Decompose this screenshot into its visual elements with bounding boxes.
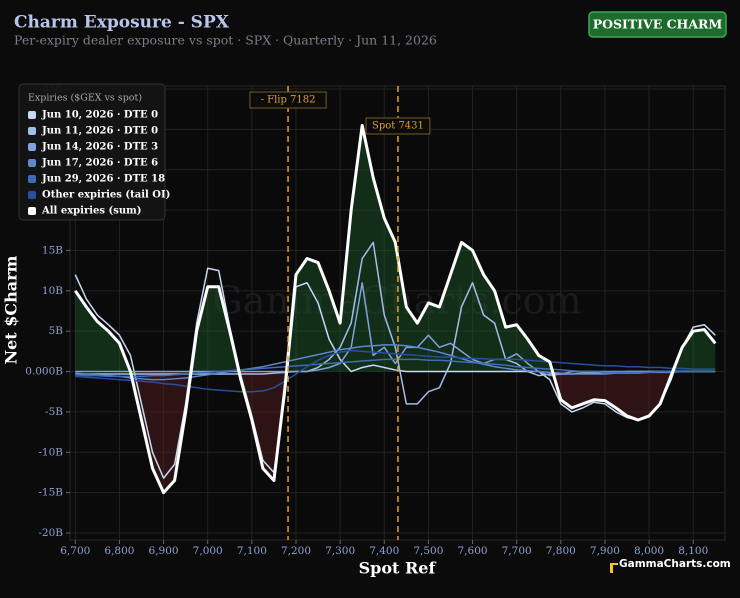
plot-area xyxy=(74,123,717,495)
x-axis-label: Spot Ref xyxy=(359,559,437,578)
y-tick-label: 15B xyxy=(42,244,63,256)
negative-area xyxy=(130,371,673,493)
x-tick-label: 7,700 xyxy=(502,545,532,557)
x-tick-label: 7,600 xyxy=(458,545,488,557)
watermark: GammaCharts.com xyxy=(212,279,581,323)
series-line xyxy=(75,344,716,381)
y-tick-label: 10B xyxy=(42,285,63,297)
series-line xyxy=(75,281,716,377)
x-tick-label: 7,300 xyxy=(325,545,355,557)
legend-label: Jun 17, 2026 · DTE 6 xyxy=(41,158,158,169)
legend-swatch xyxy=(28,191,36,199)
legend-label: Jun 29, 2026 · DTE 18 xyxy=(41,174,165,185)
y-tick-label: -15B xyxy=(38,487,63,499)
annotation-box xyxy=(249,91,327,109)
badge-box xyxy=(588,11,727,38)
brand-icon xyxy=(610,563,618,573)
x-tick-label: 6,800 xyxy=(104,545,134,557)
annotation-box xyxy=(365,117,431,135)
y-tick-label: 5B xyxy=(49,325,64,337)
brand-mark xyxy=(610,563,618,573)
x-tick-label: 7,200 xyxy=(281,545,311,557)
series-line xyxy=(74,123,717,495)
y-tick-label: -20B xyxy=(38,527,63,539)
y-tick-label: -10B xyxy=(38,446,63,458)
legend-label: Jun 10, 2026 · DTE 0 xyxy=(41,110,158,121)
legend-label: Other expiries (tail OI) xyxy=(42,190,170,201)
overlay: - Flip 7182 Spot 7431 Expiries ($GEX vs sp… xyxy=(18,83,731,570)
x-tick-label: 7,000 xyxy=(193,545,223,557)
legend-swatch xyxy=(28,127,36,135)
legend-label: Jun 14, 2026 · DTE 3 xyxy=(41,142,158,153)
y-tick-label: 0.000B xyxy=(25,366,63,378)
badge: POSITIVE CHARM xyxy=(593,17,723,32)
legend-swatch xyxy=(28,175,36,183)
legend-swatch xyxy=(28,207,36,215)
legend-swatch xyxy=(28,159,36,167)
x-tick-label: 6,900 xyxy=(149,545,179,557)
chart-title: Charm Exposure - SPX xyxy=(14,13,230,33)
chart-subtitle: Per-expiry dealer exposure vs spot · SPX… xyxy=(14,33,437,48)
annotation-label: - Flip 7182 xyxy=(261,95,316,106)
x-tick-label: 8,100 xyxy=(678,545,708,557)
annotation-label: Spot 7431 xyxy=(372,121,424,132)
x-tick-label: 7,100 xyxy=(237,545,267,557)
legend-label: All expiries (sum) xyxy=(41,206,141,217)
grid: GammaCharts.com -20B -15B -10B -5B 0.000B 5B 10… xyxy=(25,83,726,557)
x-tick-label: 8,000 xyxy=(634,545,664,557)
x-tick-label: 7,800 xyxy=(546,545,576,557)
brand: GammaCharts.com xyxy=(619,558,731,570)
series-line xyxy=(75,349,716,393)
series-line xyxy=(74,267,716,479)
y-tick-label: -5B xyxy=(45,406,63,418)
legend-box xyxy=(18,83,166,221)
legend-swatch xyxy=(28,111,36,119)
legend-swatch xyxy=(28,143,36,151)
legend-title: Expiries ($GEX vs spot) xyxy=(28,93,142,104)
legend-label: Jun 11, 2026 · DTE 0 xyxy=(41,126,158,137)
x-tick-label: 6,700 xyxy=(60,545,90,557)
x-tick-label: 7,500 xyxy=(413,545,443,557)
series-line xyxy=(75,358,716,378)
y-axis-label: Net $Charm xyxy=(2,255,21,364)
x-tick-label: 7,900 xyxy=(590,545,620,557)
x-tick-label: 7,400 xyxy=(369,545,399,557)
